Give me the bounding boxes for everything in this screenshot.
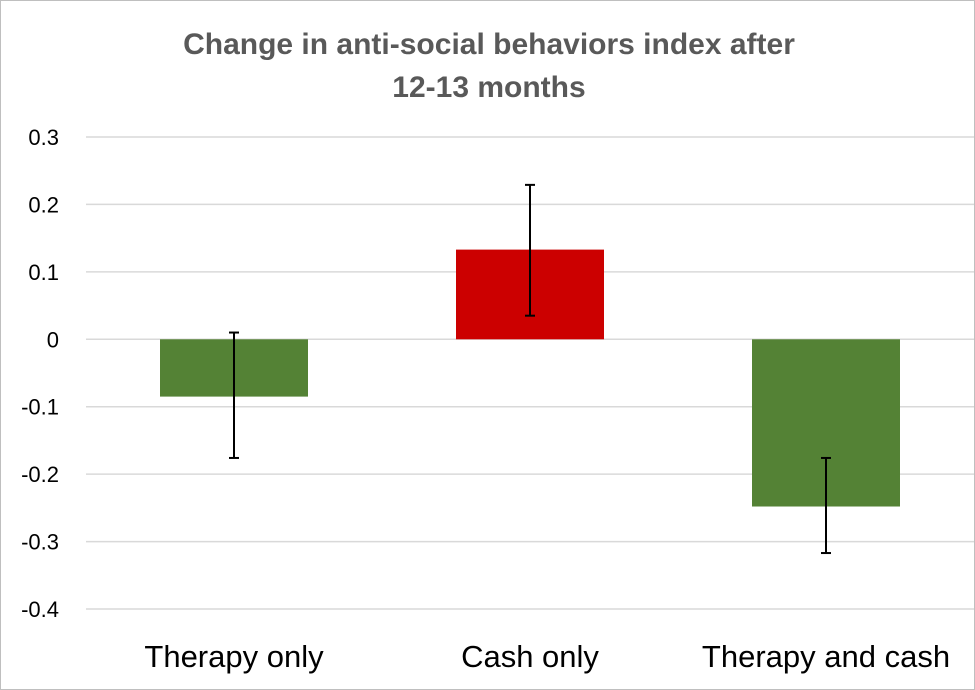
y-tick-label: 0.2 bbox=[28, 192, 59, 217]
y-tick-label: 0.3 bbox=[28, 125, 59, 150]
error-bar-therapy-and-cash bbox=[821, 456, 831, 555]
error-bar-cash-only bbox=[525, 183, 535, 317]
x-category-label: Therapy and cash bbox=[702, 639, 950, 674]
x-axis-category-labels: Therapy only Cash only Therapy and cash bbox=[144, 639, 950, 674]
y-axis-tick-labels: 0.3 0.2 0.1 0 -0.1 -0.2 -0.3 -0.4 bbox=[21, 125, 59, 622]
error-bars bbox=[229, 183, 831, 555]
y-tick-label: -0.3 bbox=[21, 530, 59, 555]
y-tick-label: -0.2 bbox=[21, 462, 59, 487]
y-tick-label: -0.4 bbox=[21, 597, 59, 622]
chart-title: Change in anti-social behaviors index af… bbox=[183, 28, 795, 104]
y-tick-label: 0.1 bbox=[28, 260, 59, 285]
y-tick-label: 0 bbox=[47, 327, 59, 352]
x-category-label: Cash only bbox=[461, 639, 599, 674]
chart-title-line-1: Change in anti-social behaviors index af… bbox=[183, 28, 795, 61]
x-category-label: Therapy only bbox=[144, 639, 324, 674]
error-bar-therapy-only bbox=[229, 331, 239, 459]
y-tick-label: -0.1 bbox=[21, 395, 59, 420]
chart-title-line-2: 12-13 months bbox=[392, 71, 585, 104]
